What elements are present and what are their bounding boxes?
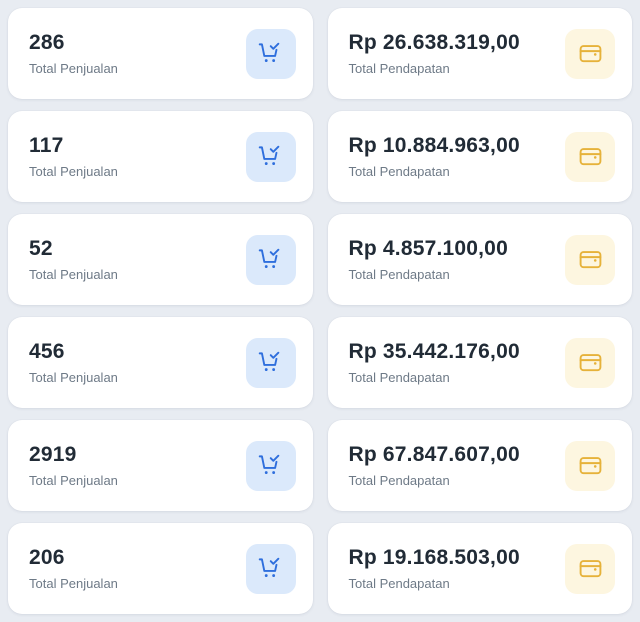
revenue-card: Rp 10.884.963,00 Total Pendapatan (327, 111, 632, 202)
wallet-icon-badge (565, 337, 615, 388)
sales-label: Total Penjualan (29, 369, 118, 385)
revenue-card-text: Rp 10.884.963,00 Total Pendapatan (349, 134, 520, 178)
revenue-value: Rp 26.638.319,00 (348, 31, 520, 55)
sales-card: 117 Total Penjualan (8, 111, 313, 202)
revenue-value: Rp 35.442.176,00 (348, 340, 520, 364)
sales-label: Total Penjualan (29, 163, 118, 179)
revenue-value: Rp 67.847.607,00 (348, 443, 520, 467)
revenue-card-text: Rp 67.847.607,00 Total Pendapatan (349, 443, 520, 487)
wallet-icon-badge (565, 131, 615, 182)
revenue-value: Rp 4.857.100,00 (348, 237, 508, 261)
sales-label: Total Penjualan (29, 60, 118, 76)
revenue-label: Total Pendapatan (348, 369, 450, 385)
sales-card: 286 Total Penjualan (8, 8, 313, 99)
revenue-card: Rp 35.442.176,00 Total Pendapatan (327, 317, 632, 408)
revenue-label: Total Pendapatan (348, 575, 450, 591)
sales-card: 2919 Total Penjualan (8, 420, 313, 511)
sales-value: 117 (29, 134, 64, 158)
wallet-icon-badge (565, 440, 615, 491)
cart-icon-badge (245, 28, 296, 79)
cart-check-icon (258, 42, 280, 62)
sales-card-text: 117 Total Penjualan (29, 134, 118, 178)
revenue-card-text: Rp 35.442.176,00 Total Pendapatan (349, 340, 520, 384)
sales-label: Total Penjualan (29, 472, 118, 488)
revenue-card: Rp 67.847.607,00 Total Pendapatan (327, 420, 632, 511)
revenue-value: Rp 10.884.963,00 (348, 134, 520, 158)
sales-label: Total Penjualan (29, 575, 118, 591)
revenue-label: Total Pendapatan (348, 60, 450, 76)
wallet-icon-badge (565, 28, 615, 79)
cart-icon-badge (245, 337, 296, 388)
revenue-label: Total Pendapatan (348, 472, 450, 488)
revenue-card: Rp 19.168.503,00 Total Pendapatan (327, 523, 632, 614)
cart-check-icon (258, 557, 280, 577)
sales-value: 2919 (29, 443, 77, 467)
cart-check-icon (258, 248, 280, 268)
wallet-icon (579, 560, 601, 578)
revenue-card-text: Rp 26.638.319,00 Total Pendapatan (349, 31, 520, 75)
cart-check-icon (258, 454, 280, 474)
wallet-icon (579, 148, 601, 166)
sales-card: 456 Total Penjualan (8, 317, 313, 408)
wallet-icon-badge (565, 234, 615, 285)
sales-label: Total Penjualan (29, 266, 118, 282)
wallet-icon (579, 45, 601, 63)
sales-card: 52 Total Penjualan (8, 214, 313, 305)
cart-check-icon (258, 145, 280, 165)
revenue-value: Rp 19.168.503,00 (348, 546, 520, 570)
sales-card: 206 Total Penjualan (8, 523, 313, 614)
wallet-icon-badge (565, 543, 615, 594)
revenue-label: Total Pendapatan (348, 163, 450, 179)
sales-card-text: 456 Total Penjualan (29, 340, 118, 384)
sales-value: 206 (29, 546, 65, 570)
revenue-card-text: Rp 4.857.100,00 Total Pendapatan (349, 237, 508, 281)
sales-card-text: 2919 Total Penjualan (29, 443, 118, 487)
revenue-card: Rp 26.638.319,00 Total Pendapatan (327, 8, 632, 99)
wallet-icon (579, 457, 601, 475)
cart-icon-badge (245, 234, 296, 285)
revenue-card-text: Rp 19.168.503,00 Total Pendapatan (349, 546, 520, 590)
cart-check-icon (258, 351, 280, 371)
sales-value: 286 (29, 31, 65, 55)
cart-icon-badge (245, 543, 296, 594)
wallet-icon (579, 251, 601, 269)
cart-icon-badge (245, 131, 296, 182)
sales-card-text: 206 Total Penjualan (29, 546, 118, 590)
sales-card-text: 286 Total Penjualan (29, 31, 118, 75)
sales-value: 456 (29, 340, 65, 364)
sales-value: 52 (29, 237, 53, 261)
revenue-card: Rp 4.857.100,00 Total Pendapatan (327, 214, 632, 305)
cart-icon-badge (245, 440, 296, 491)
wallet-icon (579, 354, 601, 372)
sales-card-text: 52 Total Penjualan (29, 237, 118, 281)
revenue-label: Total Pendapatan (348, 266, 450, 282)
